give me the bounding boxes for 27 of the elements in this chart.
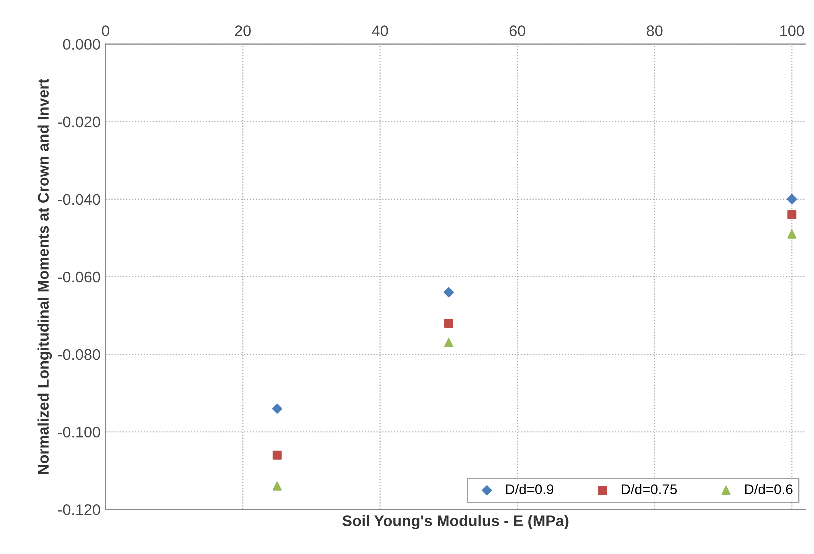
y-tick-label: -0.100 (58, 426, 100, 438)
legend-label: D/d=0.9 (506, 484, 554, 494)
y-tick-label: -0.080 (58, 349, 100, 360)
x-tick-label: 60 (510, 26, 526, 36)
y-tick-label: -0.060 (58, 272, 100, 283)
point (272, 404, 282, 414)
point (444, 338, 454, 348)
x-tick-label: 0 (102, 26, 110, 36)
y-tick-label: -0.120 (58, 504, 100, 516)
y-tick-label: -0.040 (58, 194, 100, 206)
x-axis-title: Soil Young's Modulus - E (MPa) (342, 515, 569, 530)
legend-label: D/d=0.6 (745, 484, 793, 494)
x-tick-label: 40 (372, 26, 388, 36)
y-tick-label: 0.000 (63, 39, 100, 50)
point (788, 210, 797, 220)
legend-label: D/d=0.75 (622, 484, 678, 494)
point (444, 287, 454, 298)
point (787, 194, 798, 205)
y-tick-label: -0.020 (58, 116, 100, 128)
x-tick-label: 80 (647, 26, 663, 36)
y-axis-title: Normalized Longitudinal Moments at Crown and Invert (38, 78, 52, 474)
x-tick-label: 100 (780, 26, 804, 36)
point (444, 319, 454, 328)
point (272, 450, 282, 460)
point (788, 230, 797, 239)
x-tick-label: 20 (235, 26, 251, 36)
point (272, 482, 282, 491)
